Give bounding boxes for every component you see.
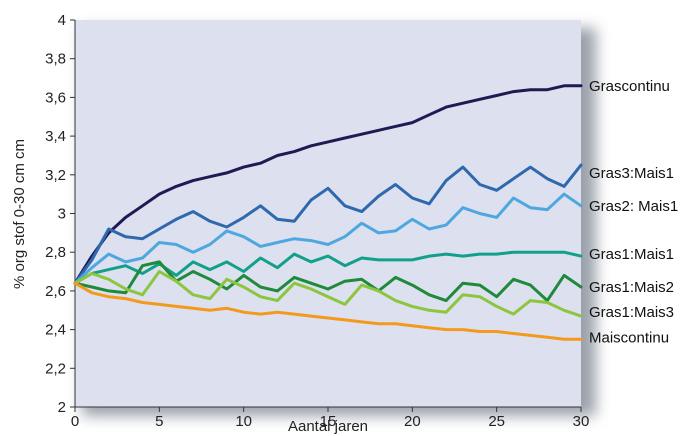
plot-area (75, 20, 581, 407)
series-line-gras1-mais3 (73, 270, 583, 318)
series-label: Gras1:Mais3 (589, 304, 674, 321)
y-tick-label: 2,8 (45, 244, 66, 261)
y-tick-label: 2,6 (45, 283, 66, 300)
series-label: Gras2: Mais1 (589, 198, 678, 215)
series-line-gras1-mais2 (73, 260, 583, 303)
y-tick-label: 2,4 (45, 322, 66, 339)
series-label: Gras1:Mais1 (589, 246, 674, 263)
series-lines (73, 84, 583, 341)
x-tick-label: 25 (488, 413, 505, 430)
series-label: Maiscontinu (589, 329, 669, 346)
x-axis-title: Aantal jaren (288, 418, 368, 435)
series-line-gras3-mais1 (73, 163, 583, 285)
y-tick-label: 3,6 (45, 89, 66, 106)
x-tick-label: 10 (235, 413, 252, 430)
series-line-maiscontinu (73, 281, 583, 341)
series-label: Gras3:Mais1 (589, 165, 674, 182)
y-tick-label: 3,8 (45, 51, 66, 68)
series-label: Grascontinu (589, 78, 670, 95)
y-tick-label: 2 (58, 399, 66, 416)
series-label: Gras1:Mais2 (589, 279, 674, 296)
x-tick-label: 5 (155, 413, 163, 430)
x-tick-label: 15 (320, 413, 337, 430)
x-ticks: 0 5 10 15 20 25 30 (71, 407, 590, 430)
series-line-gras2-mais1 (73, 192, 583, 285)
y-tick-label: 4 (58, 12, 66, 29)
x-tick-label: 30 (573, 413, 590, 430)
y-axis-title: % org stof 0-30 cm cm (11, 139, 28, 289)
x-tick-label: 0 (71, 413, 79, 430)
y-tick-label: 3,4 (45, 128, 66, 145)
y-tick-label: 3 (58, 206, 66, 223)
x-tick-label: 20 (404, 413, 421, 430)
y-tick-label: 2,2 (45, 360, 66, 377)
series-labels: Grascontinu Gras3:Mais1 Gras2: Mais1 Gras1:… (589, 78, 678, 347)
series-line-grascontinu (73, 84, 583, 285)
y-tick-label: 3,2 (45, 167, 66, 184)
y-ticks: 2 2,2 2,4 2,6 2,8 3 3,2 3,4 3,6 3,8 4 (45, 12, 75, 416)
